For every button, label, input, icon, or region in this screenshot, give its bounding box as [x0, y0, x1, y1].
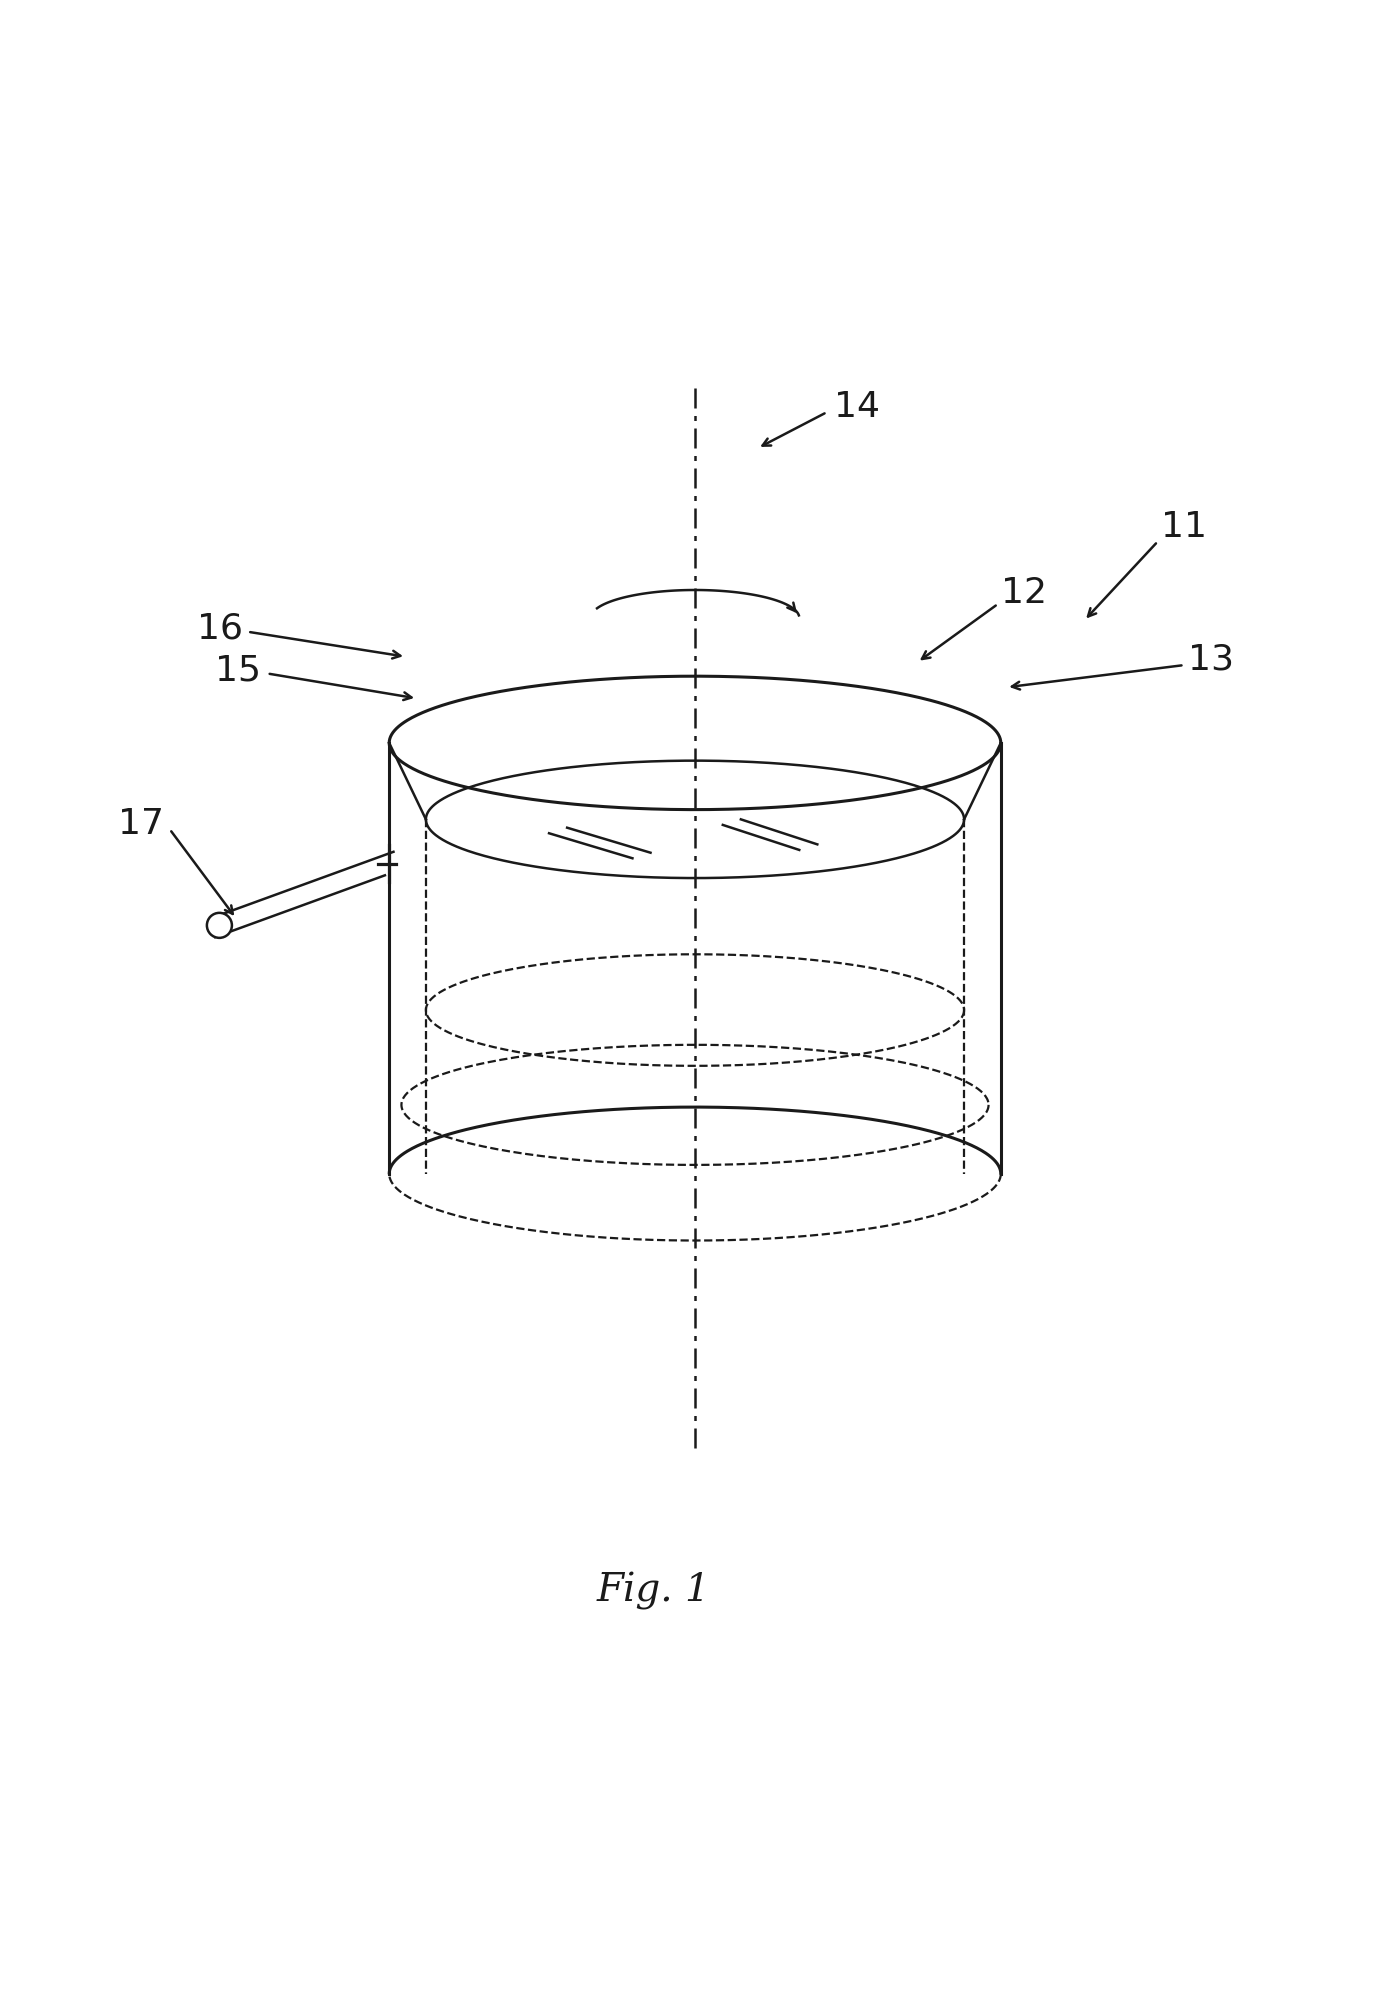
Text: 15: 15 — [215, 655, 261, 687]
Circle shape — [207, 912, 232, 939]
Text: 11: 11 — [1161, 510, 1207, 544]
Text: 17: 17 — [118, 806, 164, 840]
Text: 16: 16 — [197, 612, 243, 646]
Text: Fig. 1: Fig. 1 — [596, 1571, 710, 1609]
Text: 13: 13 — [1188, 642, 1234, 677]
Text: 14: 14 — [834, 389, 880, 423]
Text: 12: 12 — [1001, 576, 1047, 610]
